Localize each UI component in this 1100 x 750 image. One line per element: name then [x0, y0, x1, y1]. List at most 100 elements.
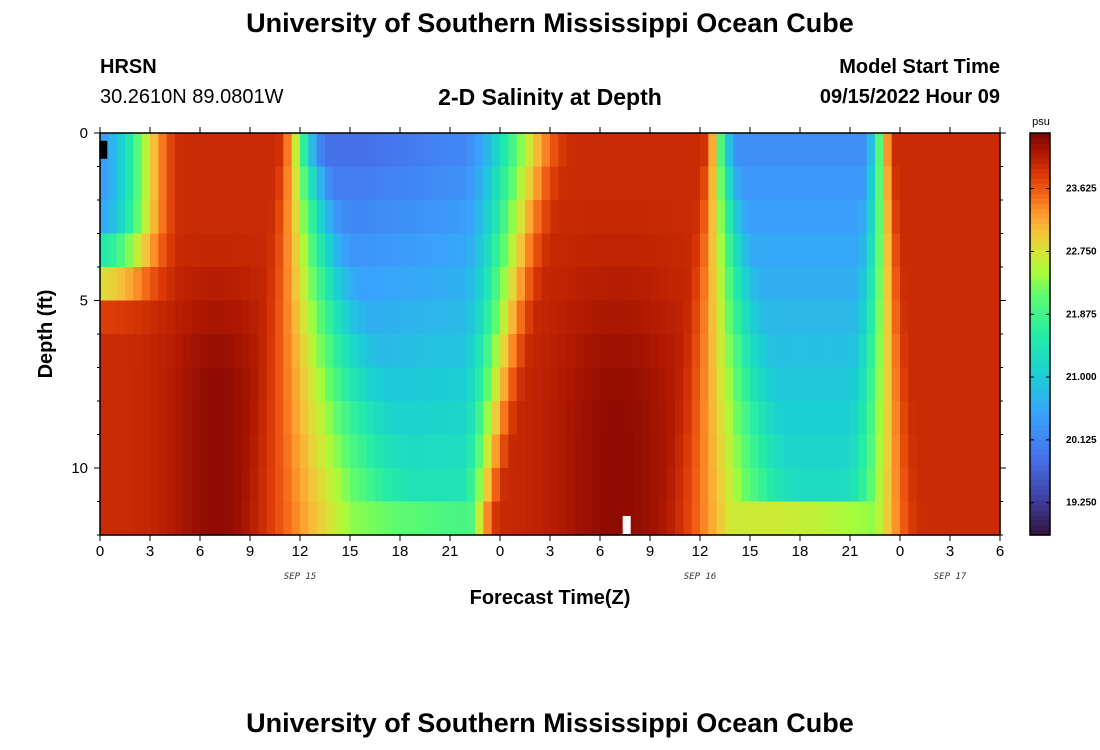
heatmap-cell: [741, 468, 751, 503]
colorbar-segment: [1030, 424, 1050, 431]
heatmap-cell: [733, 434, 743, 469]
heatmap-cell: [433, 501, 443, 536]
heatmap-cell: [675, 133, 684, 168]
heatmap-cell: [900, 166, 909, 201]
heatmap-cell: [775, 267, 784, 302]
heatmap-cell: [783, 367, 793, 402]
heatmap-cell: [450, 133, 459, 168]
heatmap-cell: [841, 501, 851, 536]
heatmap-cell: [750, 200, 759, 235]
heatmap-cell: [875, 367, 884, 402]
heatmap-cell: [975, 334, 984, 369]
heatmap-cell: [450, 233, 459, 268]
heatmap-cell: [500, 166, 509, 201]
heatmap-cell: [600, 401, 609, 436]
x-tick-label: 12: [292, 543, 309, 560]
heatmap-cell: [616, 367, 626, 402]
heatmap-cell: [625, 468, 634, 503]
heatmap-cell: [225, 267, 234, 302]
heatmap-cell: [533, 501, 543, 536]
heatmap-cell: [808, 166, 818, 201]
heatmap-cell: [241, 133, 251, 168]
x-tick-label: 3: [146, 543, 154, 560]
heatmap-cell: [191, 166, 201, 201]
heatmap-cell: [383, 434, 393, 469]
heatmap-cell: [833, 166, 843, 201]
heatmap-cell: [516, 401, 526, 436]
heatmap-cell: [733, 166, 743, 201]
heatmap-cell: [583, 300, 593, 335]
heatmap-cell: [491, 367, 501, 402]
heatmap-cell: [433, 401, 443, 436]
heatmap-cell: [141, 501, 151, 536]
heatmap-cell: [641, 233, 651, 268]
heatmap-cell: [108, 401, 118, 436]
heatmap-cell: [766, 334, 776, 369]
heatmap-cell: [266, 401, 276, 436]
heatmap-cell: [858, 434, 868, 469]
heatmap-cell: [900, 401, 909, 436]
heatmap-cell: [983, 267, 993, 302]
heatmap-cell: [683, 367, 693, 402]
heatmap-cell: [166, 501, 176, 536]
x-tick-label: 18: [392, 543, 409, 560]
colorbar-segment: [1030, 298, 1050, 305]
colorbar-segment: [1030, 213, 1050, 220]
heatmap-cell: [266, 166, 276, 201]
heatmap-cell: [400, 434, 409, 469]
heatmap-cell: [350, 267, 359, 302]
heatmap-cell: [558, 200, 568, 235]
heatmap-cell: [658, 367, 668, 402]
heatmap-cell: [916, 200, 926, 235]
heatmap-cell: [808, 267, 818, 302]
heatmap-cell: [766, 133, 776, 168]
heatmap-cell: [258, 300, 268, 335]
heatmap-cell: [325, 401, 334, 436]
heatmap-cell: [691, 233, 701, 268]
heatmap-cell: [483, 334, 493, 369]
heatmap-cell: [533, 434, 543, 469]
heatmap-cell: [591, 233, 601, 268]
colorbar: 19.250 20.125 21.000 21.875 22.750 23.625: [1029, 132, 1097, 536]
heatmap-cell: [233, 267, 243, 302]
heatmap-cell: [991, 166, 1001, 201]
heatmap-cell: [933, 267, 943, 302]
heatmap-cell: [441, 200, 451, 235]
heatmap-cell: [575, 468, 584, 503]
heatmap-cell: [975, 434, 984, 469]
heatmap-cell: [533, 267, 543, 302]
heatmap-cell: [700, 468, 709, 503]
heatmap-cell: [508, 233, 518, 268]
heatmap-cell: [158, 401, 168, 436]
heatmap-cell: [641, 401, 651, 436]
heatmap-cell: [691, 501, 701, 536]
heatmap-cell: [891, 267, 901, 302]
heatmap-cell: [241, 200, 251, 235]
heatmap-cell: [783, 166, 793, 201]
heatmap-cell: [983, 434, 993, 469]
colorbar-segment: [1030, 193, 1050, 199]
colorbar-segment: [1030, 464, 1050, 471]
heatmap-cell: [291, 501, 301, 536]
heatmap-cell: [641, 367, 651, 402]
heatmap-cell: [291, 468, 301, 503]
colorbar-segment: [1030, 318, 1050, 325]
heatmap-cell: [841, 233, 851, 268]
heatmap-cell: [158, 300, 168, 335]
heatmap-cell: [441, 501, 451, 536]
heatmap-cell: [150, 133, 159, 168]
colorbar-unit: psu: [1032, 116, 1050, 128]
heatmap-cell: [483, 233, 493, 268]
heatmap-cell: [258, 200, 268, 235]
heatmap-cell: [375, 434, 384, 469]
heatmap-cell: [466, 468, 476, 503]
heatmap-cell: [675, 233, 684, 268]
heatmap-cell: [308, 267, 318, 302]
colorbar-segment: [1030, 228, 1050, 235]
heatmap-cell: [116, 166, 126, 201]
heatmap-cell: [966, 367, 976, 402]
heatmap-cell: [400, 166, 409, 201]
heatmap-cell: [283, 501, 293, 536]
heatmap-cell: [533, 300, 543, 335]
heatmap-cell: [175, 434, 184, 469]
